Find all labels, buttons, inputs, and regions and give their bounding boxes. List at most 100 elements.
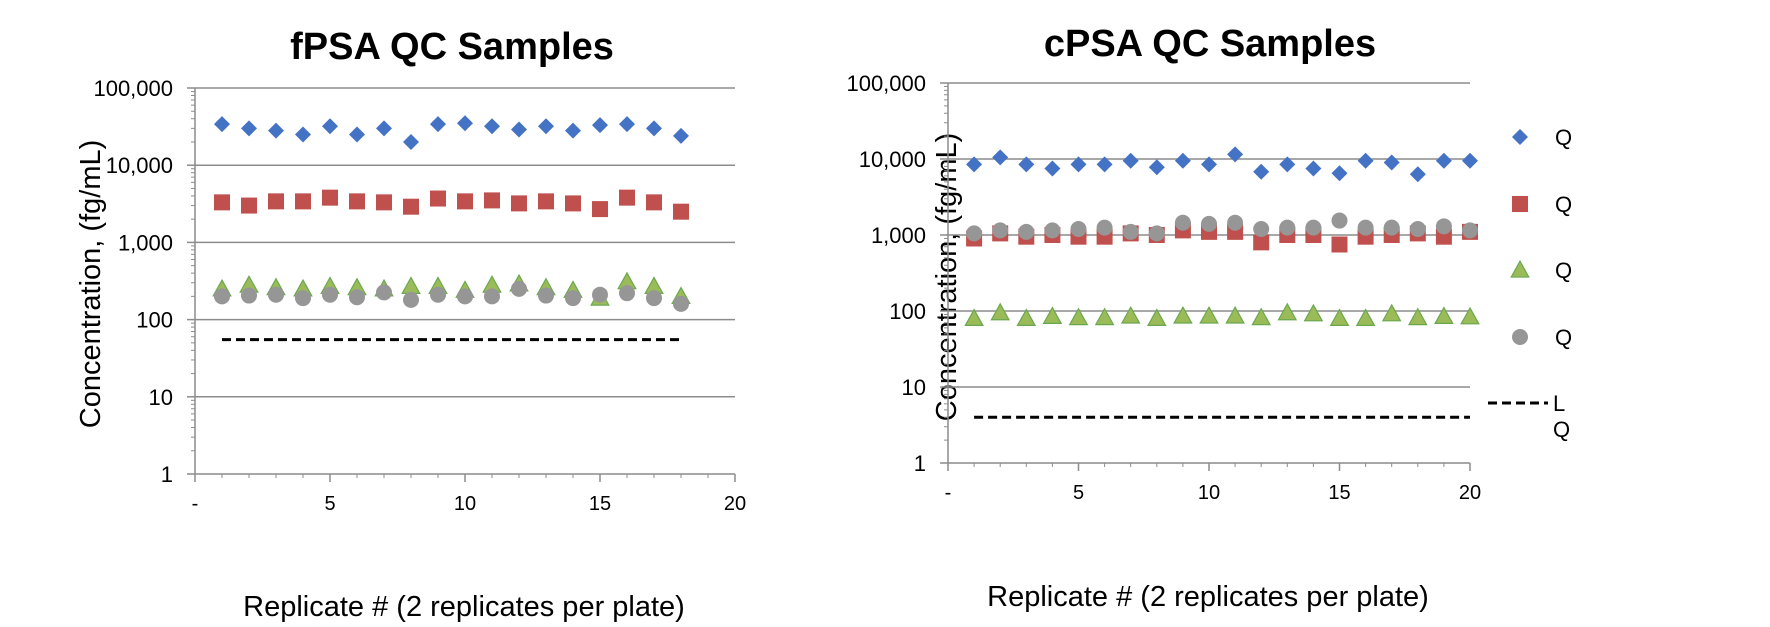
chart-1-series-4-circle-point <box>214 288 230 305</box>
chart-2-series-3-triangle-point <box>1355 308 1376 327</box>
chart-1-series-2-square-point <box>619 189 635 206</box>
chart-2-series-4-circle-point <box>1435 218 1452 235</box>
chart-1-series-2-square-point <box>241 197 257 214</box>
chart-1-series-2-square-point <box>349 193 365 210</box>
chart-2-series-3-triangle-point <box>1303 303 1324 322</box>
plot-layer: 1 10 100 1,000 10,000 100,000 - 5 10 15 20 1 10 100 1,… <box>93 71 1572 515</box>
chart-1-series-2-square-point <box>673 203 689 220</box>
chart-2-series-4-circle-point <box>1383 219 1400 236</box>
chart-2-x-tick-label: 10 <box>1198 482 1220 504</box>
chart-1-title: fPSA QC Samples <box>290 26 614 68</box>
chart-1-series-4-circle-point <box>565 290 581 307</box>
chart-2-series-3-triangle-point <box>1120 305 1141 324</box>
chart-1-series-4-circle-point <box>457 288 473 305</box>
chart-1-y-tick-label: 1,000 <box>118 230 173 255</box>
chart-2-legend-diamond-marker <box>1512 129 1528 145</box>
chart-1-series-1-diamond-point <box>322 118 338 135</box>
chart-1-series-4-circle-point <box>322 286 338 303</box>
chart-1-series-1-diamond-point <box>619 116 635 133</box>
chart-2-series-4-circle-point <box>1148 225 1165 242</box>
chart-1-series-2-square-point <box>592 201 608 218</box>
chart-2-series-3-triangle-point <box>1173 305 1193 324</box>
chart-2-x-tick-label: 5 <box>1073 482 1084 504</box>
chart-1-series-1-diamond-point <box>268 122 284 139</box>
chart-1-series-4-circle-point <box>538 287 554 304</box>
chart-1-series-1-diamond-point <box>403 133 419 150</box>
chart-2-series-4-circle-point <box>1305 219 1322 236</box>
chart-1-series-1-diamond-point <box>214 116 230 133</box>
chart-2-series-3-triangle-point <box>1329 308 1350 327</box>
chart-2-series-4-circle-point <box>1070 220 1087 237</box>
chart-1-series-2-square-point <box>430 190 446 207</box>
chart-1-series-1-diamond-point <box>484 118 500 135</box>
chart-2-legend-reference-label-line2: Q <box>1553 417 1570 442</box>
chart-2-series-3-triangle-point <box>1434 306 1454 325</box>
chart-1-series-2-square-point <box>295 193 311 210</box>
chart-2-x-tick-label: 15 <box>1328 482 1350 504</box>
chart-1-series-4-circle-point <box>511 280 527 297</box>
chart-2-y-tick-label: 10,000 <box>859 147 926 172</box>
chart-2-series-4-circle-point <box>992 222 1009 239</box>
chart-2-series-1-diamond-point <box>1279 156 1296 173</box>
chart-2-series-3-triangle-point <box>1016 308 1037 327</box>
chart-2-series-1-diamond-point <box>1462 152 1478 169</box>
chart-2-series-1-diamond-point <box>1227 146 1244 163</box>
chart-1-series-1-diamond-point <box>376 120 392 137</box>
chart-1-series-2-square-point <box>646 194 662 211</box>
chart-2-y-tick-label: 10 <box>902 375 926 400</box>
chart-1-series-1-diamond-point <box>430 116 446 133</box>
chart-1-series-1-diamond-point <box>241 120 257 137</box>
chart-2-series-3-triangle-point <box>1251 307 1272 326</box>
chart-2-series-1-diamond-point <box>1148 159 1165 176</box>
chart-1-series-1-diamond-point <box>295 126 311 143</box>
chart-2-series-3-triangle-point <box>1042 306 1063 325</box>
chart-1-x-tick-label: 10 <box>454 493 476 515</box>
chart-1-series-2-square-point <box>484 192 500 209</box>
chart-2-series-1-diamond-point <box>1383 154 1400 171</box>
chart-2-legend-square-marker <box>1512 196 1528 212</box>
chart-1-y-tick-label: 10,000 <box>106 153 173 178</box>
chart-2-series-1-diamond-point <box>1018 156 1035 173</box>
chart-2-x-tick-label: 20 <box>1459 482 1481 504</box>
chart-2-series-3-triangle-point <box>1277 302 1298 321</box>
chart-2-series-1-diamond-point <box>1409 166 1426 183</box>
chart-1-series-1-diamond-point <box>592 117 608 134</box>
chart-2-series-3-triangle-point <box>1094 307 1115 326</box>
chart-1-series-1-diamond-point <box>511 121 527 138</box>
chart-2-legend-label: Q <box>1555 325 1572 350</box>
chart-1-y-tick-label: 100,000 <box>93 76 173 101</box>
chart-2-y-tick-label: 1,000 <box>871 223 926 248</box>
chart-2-series-4-circle-point <box>1201 215 1217 232</box>
chart-1-y-tick-label: 10 <box>149 385 173 410</box>
chart-2-legend-reference-label-line1: L <box>1553 391 1565 416</box>
chart-2-series-1-diamond-point <box>1357 152 1374 169</box>
chart-2-y-axis-label: Concentration, (fg/mL) <box>931 133 963 422</box>
chart-1-series-3-triangle-point <box>401 276 421 294</box>
chart-2-series-4-circle-point <box>1018 223 1035 240</box>
chart-1-series-4-circle-point <box>430 286 446 303</box>
chart-1-series-1-diamond-point <box>349 126 365 143</box>
chart-1-series-2-square-point <box>565 195 581 212</box>
chart-2-series-1-diamond-point <box>966 156 983 173</box>
chart-1-series-1-diamond-point <box>565 122 581 139</box>
chart-2-series-4-circle-point <box>1174 214 1191 231</box>
chart-2-series-3-triangle-point <box>1407 307 1428 326</box>
chart-2-series-4-circle-point <box>1227 214 1244 231</box>
chart-2-series-4-circle-point <box>1279 219 1296 236</box>
chart-1-series-4-circle-point <box>241 287 257 304</box>
chart-2-y-tick-label: 100,000 <box>846 71 926 96</box>
chart-1-x-axis-label: Replicate # (2 replicates per plate) <box>243 591 685 622</box>
chart-2-legend-label: Q <box>1555 192 1572 217</box>
chart-1-series-4-circle-point <box>376 284 392 301</box>
chart-1-series-1-diamond-point <box>457 115 473 132</box>
chart-2-legend-circle-marker <box>1512 329 1528 345</box>
chart-1-series-1-diamond-point <box>673 127 689 144</box>
chart-2-series-4-circle-point <box>1044 222 1061 239</box>
chart-1-y-tick-label: 100 <box>136 308 173 333</box>
chart-1-series-2-square-point <box>403 198 419 215</box>
chart-2-legend-label: Q <box>1555 258 1572 283</box>
chart-1-x-tick-label: - <box>192 493 199 515</box>
chart-2-series-4-circle-point <box>1357 219 1374 236</box>
